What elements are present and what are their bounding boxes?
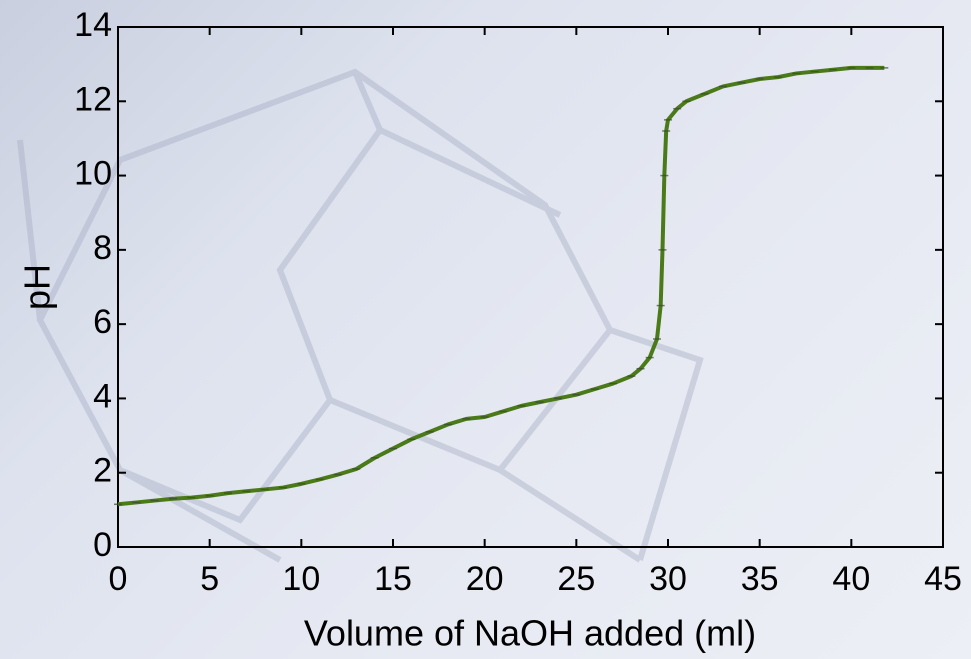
background-decoration (17, 68, 704, 563)
plot-frame (117, 26, 944, 548)
x-tick-label: 20 (466, 560, 504, 598)
x-tick-label: 15 (374, 560, 412, 598)
x-tick-label: 45 (924, 560, 962, 598)
x-tick-label: 35 (741, 560, 779, 598)
x-tick-label: 0 (109, 560, 128, 598)
decoration-lines (17, 68, 704, 563)
x-tick-label: 10 (282, 560, 320, 598)
y-tick-label: 12 (74, 80, 112, 118)
y-axis-label: pH (17, 264, 58, 310)
x-tick-label: 5 (200, 560, 219, 598)
y-tick-label: 8 (93, 229, 112, 267)
y-tick-label: 10 (74, 155, 112, 193)
y-tick-label: 2 (93, 452, 112, 490)
x-tick-label: 30 (649, 560, 687, 598)
y-tick-label: 0 (93, 526, 112, 564)
x-tick-label: 25 (557, 560, 595, 598)
data-line (117, 65, 885, 507)
x-axis-label: Volume of NaOH added (ml) (304, 613, 756, 654)
y-tick-label: 6 (93, 303, 112, 341)
y-tick-label: 14 (74, 6, 112, 44)
y-tick-label: 4 (93, 377, 112, 415)
x-tick-label: 40 (832, 560, 870, 598)
